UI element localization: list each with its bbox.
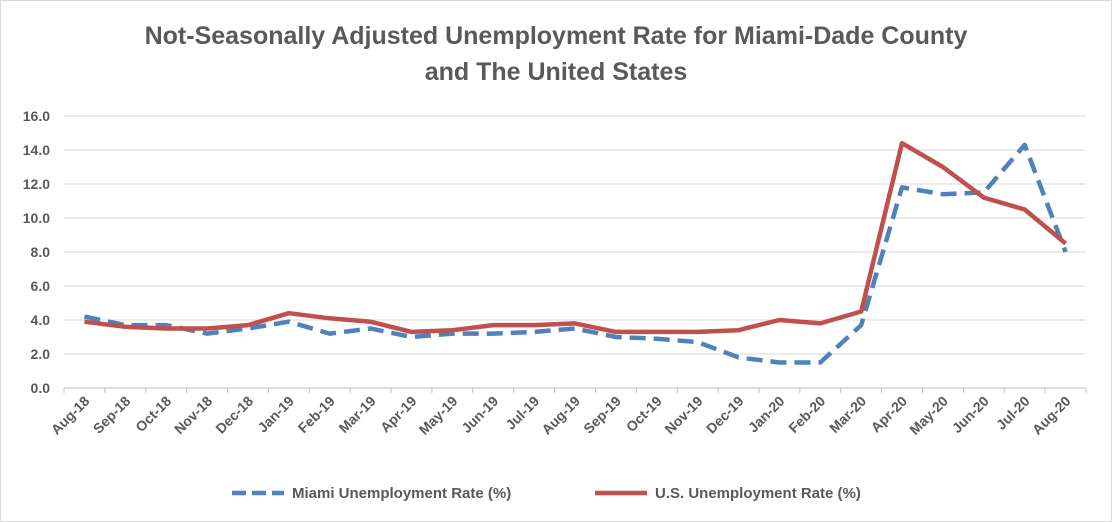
x-tick-label: Aug-19 (538, 393, 583, 438)
x-tick-label: Feb-20 (785, 393, 828, 436)
legend-swatch-us (595, 490, 647, 496)
x-tick-label: Jul-19 (502, 393, 542, 433)
legend-label-us: U.S. Unemployment Rate (%) (655, 484, 861, 502)
x-tick-label: Nov-18 (171, 393, 215, 437)
y-tick-label: 16.0 (23, 108, 50, 124)
chart-title: Not-Seasonally Adjusted Unemployment Rat… (0, 18, 1112, 90)
y-tick-label: 10.0 (23, 210, 50, 226)
legend-item-miami: Miami Unemployment Rate (%) (232, 481, 511, 505)
y-tick-label: 8.0 (31, 244, 51, 260)
x-tick-label: Dec-19 (703, 393, 747, 437)
x-axis-tick-labels: Aug-18Sep-18Oct-18Nov-18Dec-18Jan-19Feb-… (48, 388, 1087, 438)
x-tick-label: Aug-20 (1029, 393, 1074, 438)
chart-title-line-2: and The United States (424, 58, 688, 86)
y-tick-label: 12.0 (23, 176, 50, 192)
y-axis-tick-labels: 0.0 2.0 4.0 6.0 8.0 10.0 12.0 14.0 16.0 (23, 108, 50, 396)
chart-title-line-1: Not-Seasonally Adjusted Unemployment Rat… (144, 22, 968, 50)
x-tick-label: Dec-18 (212, 393, 256, 437)
x-tick-label: Apr-20 (867, 393, 910, 436)
x-tick-label: Aug-18 (48, 393, 93, 438)
y-tick-label: 2.0 (31, 346, 51, 362)
x-tick-label: Jul-20 (993, 393, 1033, 433)
legend-swatch-miami (232, 490, 284, 496)
x-tick-label: Sep-18 (90, 393, 134, 437)
legend-item-us: U.S. Unemployment Rate (%) (595, 481, 861, 505)
legend-label-miami: Miami Unemployment Rate (%) (292, 484, 512, 502)
x-tick-label: Jun-20 (949, 393, 992, 436)
x-tick-label: Nov-19 (661, 393, 705, 437)
x-tick-label: Mar-19 (335, 393, 378, 436)
y-tick-label: 0.0 (31, 380, 51, 396)
x-tick-label: Oct-18 (132, 393, 174, 435)
gridlines (64, 115, 1086, 389)
y-tick-label: 6.0 (31, 278, 51, 294)
y-tick-label: 4.0 (31, 312, 51, 328)
x-tick-label: Oct-19 (623, 393, 665, 435)
x-tick-label: Jan-20 (745, 393, 788, 436)
x-tick-label: Jan-19 (254, 393, 297, 436)
series-line-us (84, 140, 1068, 335)
x-tick-label: Apr-19 (377, 393, 420, 436)
x-tick-label: Mar-20 (826, 393, 869, 436)
series-line-miami (83, 142, 1068, 365)
x-tick-label: Jun-19 (458, 393, 501, 436)
legend: Miami Unemployment Rate (%) U.S. Unemplo… (0, 481, 1112, 505)
x-tick-label: May-19 (416, 393, 461, 438)
x-tick-label: May-20 (906, 393, 951, 438)
x-tick-label: Sep-19 (580, 393, 624, 437)
x-tick-label: Feb-19 (295, 393, 338, 436)
y-tick-label: 14.0 (23, 142, 50, 158)
series-lines (83, 140, 1068, 365)
